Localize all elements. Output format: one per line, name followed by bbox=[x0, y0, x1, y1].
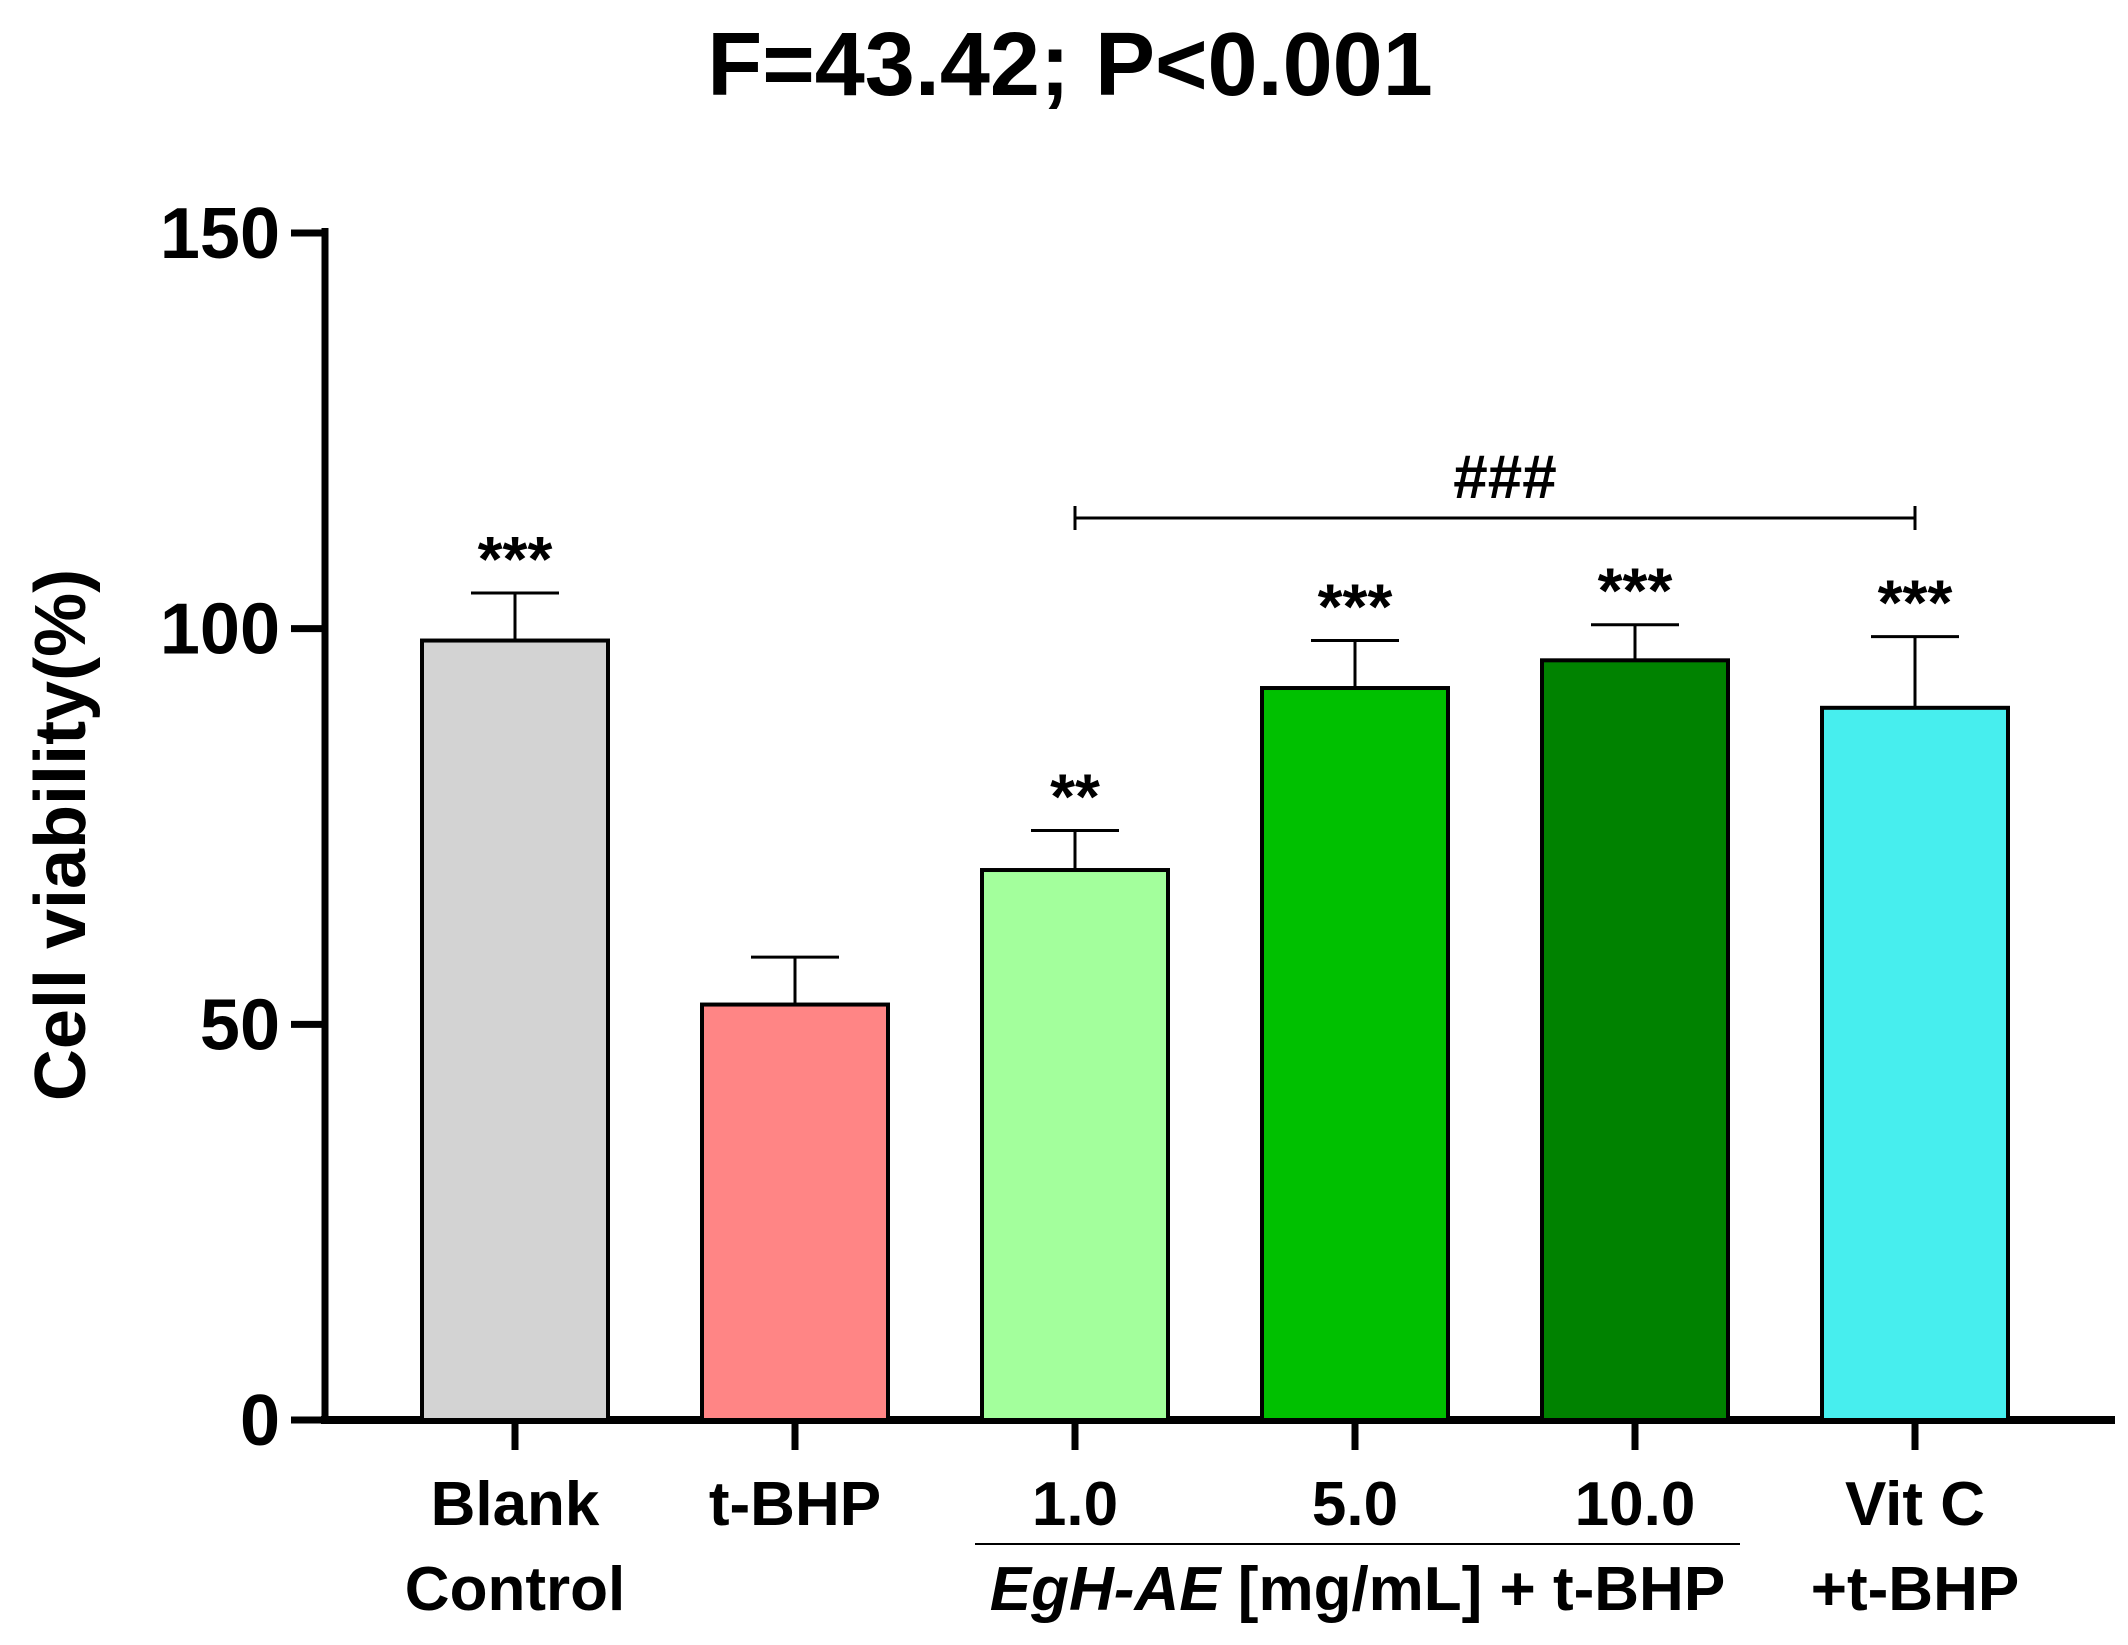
chart-title: F=43.42; P<0.001 bbox=[707, 15, 1433, 115]
x-tick-label-5-line2: +t-BHP bbox=[1811, 1555, 2019, 1624]
group-label-italic: EgH-AE bbox=[990, 1555, 1222, 1624]
y-axis-label: Cell viability(%) bbox=[21, 569, 101, 1101]
y-tick-label: 0 bbox=[240, 1381, 280, 1461]
y-tick-label: 50 bbox=[200, 985, 280, 1065]
bar-0 bbox=[420, 638, 610, 1422]
significance-label-0: *** bbox=[478, 523, 553, 595]
x-tick-label-0: Blank bbox=[431, 1470, 600, 1539]
significance-label-3: *** bbox=[1318, 571, 1393, 643]
x-tick-label-4: 10.0 bbox=[1575, 1470, 1696, 1539]
y-tick-label: 150 bbox=[160, 194, 280, 274]
significance-label-5: *** bbox=[1878, 567, 1953, 639]
bar-2 bbox=[980, 868, 1170, 1422]
group-label-rest: [mg/mL] + t-BHP bbox=[1221, 1555, 1726, 1624]
significance-label-2: ** bbox=[1050, 760, 1100, 832]
bracket-label: ### bbox=[1453, 443, 1556, 512]
bar-3 bbox=[1260, 686, 1450, 1422]
bar-5 bbox=[1820, 705, 2010, 1422]
x-tick-label-3: 5.0 bbox=[1312, 1470, 1398, 1539]
plot-area: 0 50 100 150 *** Blank Control t-BHP ** 1.0 *** 5.0… bbox=[160, 194, 2115, 1624]
y-tick-label: 100 bbox=[160, 590, 280, 670]
x-tick-label-2: 1.0 bbox=[1032, 1470, 1118, 1539]
bar-1 bbox=[700, 1002, 890, 1422]
x-tick-label-1: t-BHP bbox=[709, 1470, 881, 1539]
bar-4 bbox=[1540, 658, 1730, 1422]
x-tick-label-0-line2: Control bbox=[405, 1555, 625, 1624]
x-tick-label-5: Vit C bbox=[1845, 1470, 1985, 1539]
group-label: EgH-AE [mg/mL] + t-BHP bbox=[990, 1555, 1725, 1624]
significance-label-4: *** bbox=[1598, 555, 1673, 627]
